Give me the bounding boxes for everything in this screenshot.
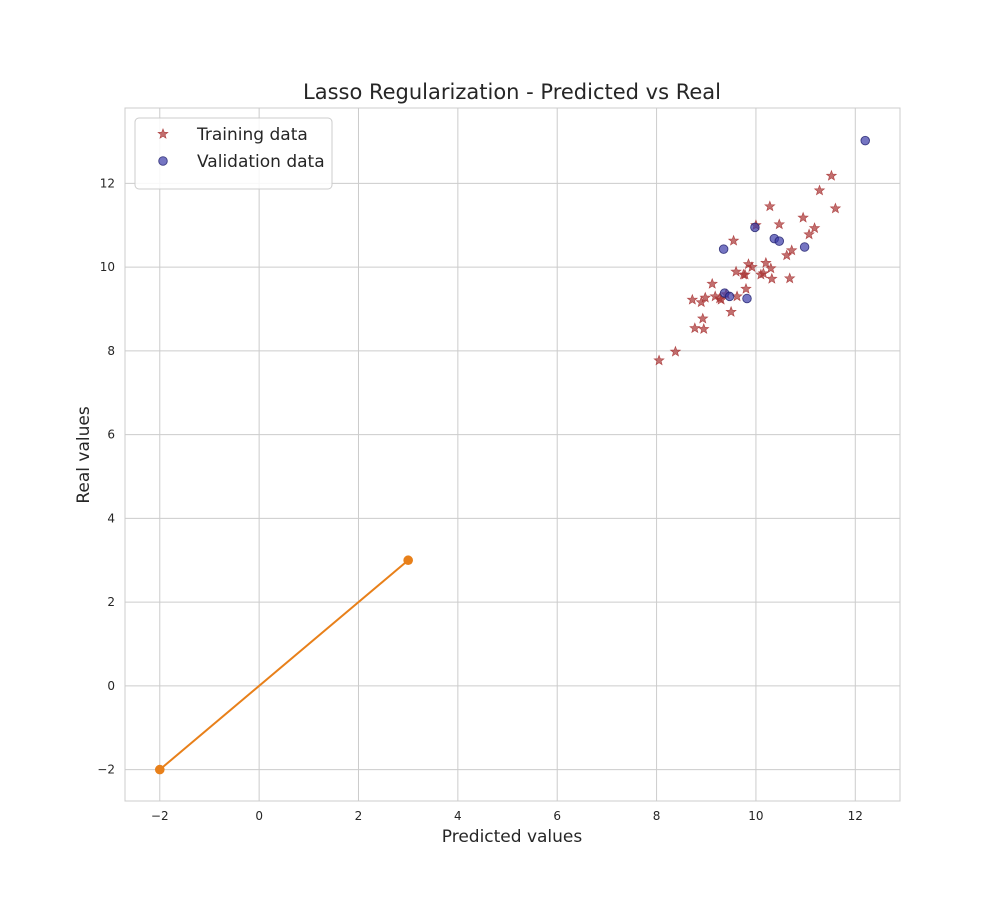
legend-marker bbox=[158, 156, 168, 166]
training-point bbox=[715, 293, 727, 305]
training-point bbox=[803, 228, 815, 240]
training-point bbox=[730, 265, 742, 277]
x-tick-label: 2 bbox=[355, 809, 363, 823]
training-point bbox=[783, 272, 796, 284]
legend: Training data Validation data bbox=[134, 117, 333, 190]
x-tick-label: 0 bbox=[255, 809, 263, 823]
training-point bbox=[695, 296, 708, 308]
training-point bbox=[808, 222, 821, 234]
chart-title: Lasso Regularization - Predicted vs Real bbox=[303, 80, 721, 104]
x-tick-label: 6 bbox=[553, 809, 561, 823]
validation-point bbox=[860, 135, 870, 146]
validation-point bbox=[718, 244, 729, 254]
line-endpoint bbox=[403, 555, 413, 566]
y-tick-label: −2 bbox=[97, 763, 115, 777]
x-axis-label: Predicted values bbox=[442, 827, 583, 847]
y-tick-label: 2 bbox=[107, 595, 115, 609]
y-tick-label: 0 bbox=[107, 679, 115, 693]
validation-point bbox=[774, 236, 785, 246]
y-ticks: −2 0 2 4 6 8 10 12 bbox=[97, 176, 115, 776]
training-point bbox=[760, 256, 772, 268]
training-point bbox=[765, 262, 777, 274]
training-point bbox=[757, 267, 770, 279]
legend-entry: Training data bbox=[196, 125, 308, 145]
legend-box bbox=[134, 117, 333, 190]
data-marks bbox=[154, 135, 870, 775]
x-tick-label: 12 bbox=[848, 809, 863, 823]
legend-marker bbox=[157, 127, 169, 139]
plot-border bbox=[124, 107, 901, 802]
training-point bbox=[669, 345, 682, 357]
training-point bbox=[727, 234, 740, 246]
line-endpoint bbox=[154, 764, 165, 775]
training-point bbox=[653, 354, 665, 366]
x-tick-label: 8 bbox=[653, 809, 661, 823]
training-point bbox=[785, 244, 798, 256]
training-point bbox=[766, 272, 778, 284]
y-tick-label: 8 bbox=[107, 344, 115, 358]
training-point bbox=[699, 291, 712, 303]
x-tick-label: 4 bbox=[454, 809, 462, 823]
y-tick-label: 10 bbox=[100, 260, 115, 274]
training-point bbox=[697, 312, 709, 324]
training-point bbox=[698, 323, 710, 334]
y-axis-label: Real values bbox=[74, 406, 94, 503]
x-ticks: −2 0 2 4 6 8 10 12 bbox=[151, 809, 863, 823]
training-point bbox=[829, 202, 842, 214]
diagonal-line bbox=[159, 559, 409, 771]
training-point bbox=[689, 322, 701, 334]
training-point bbox=[813, 184, 826, 196]
training-point bbox=[773, 218, 786, 230]
training-point bbox=[825, 169, 838, 181]
training-point bbox=[686, 293, 699, 305]
training-point bbox=[740, 282, 752, 294]
legend-entry: Validation data bbox=[197, 152, 325, 172]
y-tick-label: 6 bbox=[107, 428, 115, 442]
training-point bbox=[725, 305, 737, 317]
plot-frame bbox=[124, 107, 901, 802]
training-point bbox=[797, 211, 809, 223]
validation-point bbox=[724, 291, 735, 302]
validation-point bbox=[750, 222, 760, 233]
y-tick-label: 12 bbox=[100, 176, 115, 190]
validation-point bbox=[799, 242, 810, 252]
validation-point bbox=[742, 293, 752, 304]
training-point bbox=[746, 261, 758, 273]
training-point bbox=[706, 277, 718, 289]
x-tick-label: 10 bbox=[748, 809, 763, 823]
y-tick-label: 4 bbox=[107, 511, 115, 525]
training-point bbox=[764, 200, 776, 212]
grid bbox=[125, 108, 900, 801]
training-point bbox=[739, 268, 751, 280]
x-tick-label: −2 bbox=[151, 809, 169, 823]
